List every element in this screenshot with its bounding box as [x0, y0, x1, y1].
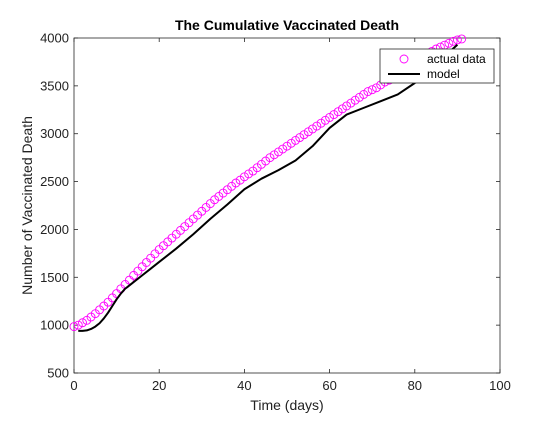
- y-axis: 500 1000 1500 2000 2500 3000 3500 4000: [40, 31, 500, 381]
- data-point-actual: [448, 36, 458, 46]
- legend-label: actual data: [427, 52, 486, 66]
- x-tick-label: 100: [489, 378, 511, 393]
- data-point-actual: [73, 320, 83, 330]
- y-tick-label: 3000: [40, 126, 69, 141]
- data-point-actual: [457, 34, 467, 44]
- data-point-actual: [78, 318, 87, 328]
- y-tick-label: 4000: [40, 31, 69, 46]
- x-tick-label: 20: [152, 378, 166, 393]
- y-tick-label: 3500: [40, 78, 69, 93]
- data-point-actual: [367, 85, 377, 95]
- x-tick-label: 40: [237, 378, 251, 393]
- data-point-actual: [69, 322, 79, 332]
- y-tick-label: 2500: [40, 174, 69, 189]
- y-tick-label: 1500: [40, 270, 69, 285]
- legend-label: model: [427, 67, 460, 81]
- plot-frame: [73, 37, 501, 374]
- y-tick-label: 500: [47, 366, 69, 381]
- legend-box: [379, 48, 495, 84]
- data-point-actual: [363, 87, 373, 97]
- x-axis-label: Time (days): [250, 397, 323, 413]
- x-tick-label: 60: [322, 378, 336, 393]
- series-line-model: [78, 43, 459, 332]
- data-point-actual: [444, 38, 454, 48]
- y-tick-label: 1000: [40, 318, 69, 333]
- x-axis: 0 20 40 60 80 100: [70, 38, 511, 393]
- series-layer: [69, 34, 467, 332]
- y-tick-label: 2000: [40, 222, 69, 237]
- x-tick-label: 0: [70, 378, 77, 393]
- legend-circle-icon: [399, 54, 409, 64]
- data-point-actual: [452, 35, 462, 45]
- plot-area: [73, 37, 501, 374]
- x-tick-label: 80: [408, 378, 422, 393]
- y-axis-label: Number of Vaccinated Death: [19, 116, 35, 295]
- chart-title: The Cumulative Vaccinated Death: [175, 17, 399, 33]
